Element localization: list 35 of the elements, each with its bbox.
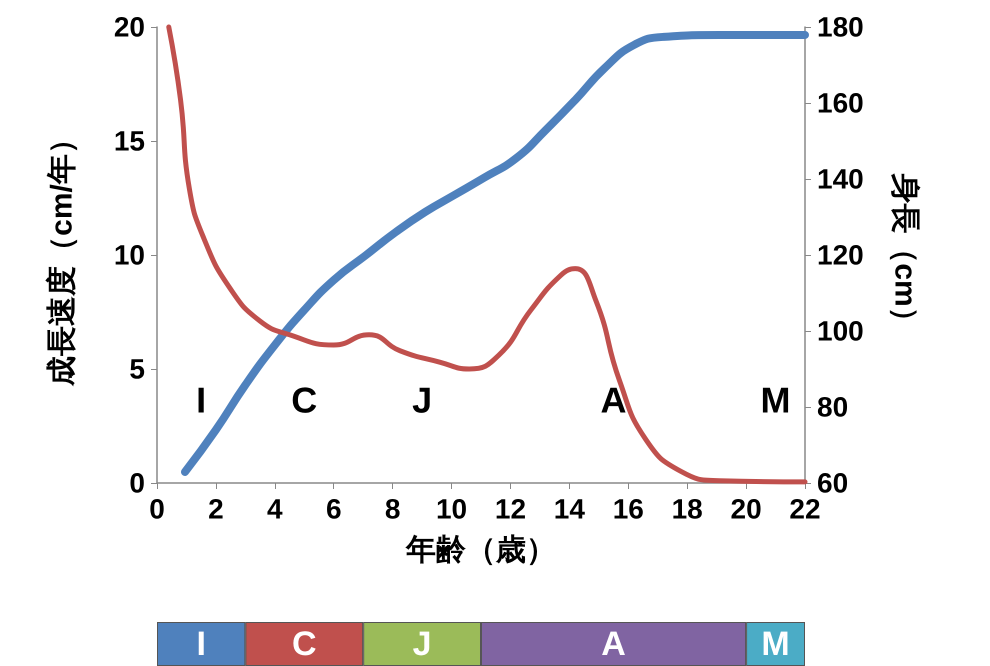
annotation: C: [291, 380, 318, 420]
x-tick-label: 8: [384, 494, 400, 524]
series-label: C: [292, 625, 317, 663]
annotation: J: [412, 380, 432, 420]
y2-tick-label: 160: [817, 88, 864, 118]
y2-tick-label: 180: [817, 12, 864, 42]
x-tick-label: 4: [267, 494, 284, 524]
y-tick-label: 20: [114, 12, 145, 42]
x-tick-label: 6: [326, 494, 342, 524]
y-tick-label: 5: [129, 354, 145, 384]
y2-tick-label: 100: [817, 316, 864, 346]
annotation: A: [600, 380, 627, 420]
x-axis-title: 年齢（歳）: [405, 534, 556, 566]
x-tick-label: 20: [730, 494, 762, 524]
y-tick-label: 10: [114, 240, 145, 270]
y2-axis-title: 身長（cm）: [888, 172, 922, 337]
y2-tick-label: 120: [817, 240, 864, 270]
x-tick-label: 14: [554, 494, 586, 524]
series-label: M: [761, 625, 790, 663]
y2-tick-label: 140: [817, 164, 864, 194]
series-label: J: [412, 625, 432, 663]
y-tick-label: 15: [114, 126, 145, 156]
x-tick-label: 2: [208, 494, 224, 524]
series-label: I: [196, 625, 206, 663]
annotation: I: [196, 380, 206, 420]
y-tick-label: 0: [129, 468, 145, 498]
x-tick-label: 0: [149, 494, 165, 524]
series-label: A: [601, 625, 626, 663]
x-tick-label: 16: [612, 494, 644, 524]
x-tick-label: 18: [672, 494, 703, 524]
x-tick-label: 12: [494, 494, 526, 524]
x-tick-label: 10: [436, 494, 468, 524]
y-axis-title: 成長速度（cm/年）: [44, 124, 78, 387]
annotation: M: [760, 380, 791, 420]
y2-tick-label: 80: [817, 392, 848, 422]
